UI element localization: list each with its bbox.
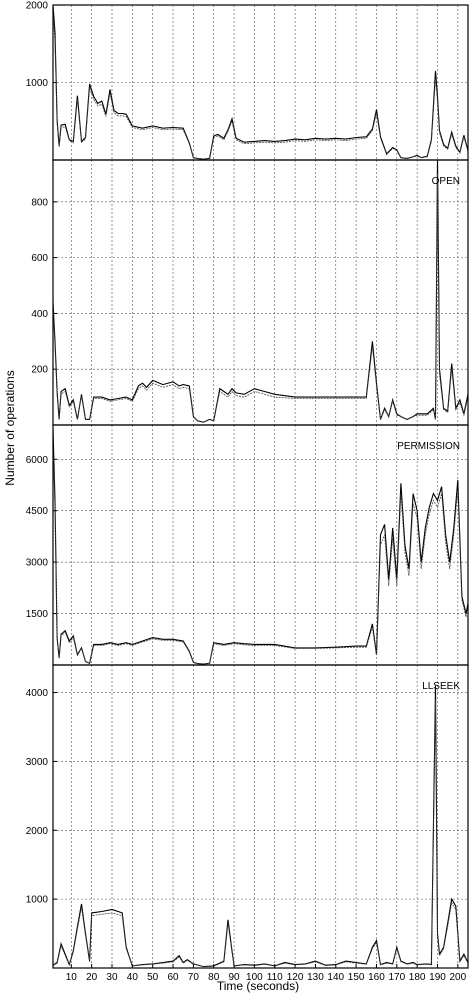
x-tick-label: 160 <box>368 972 385 983</box>
y-tick-label: 3000 <box>26 757 49 768</box>
chart-panel: 1500 3000 4500 6000 PERMISSION <box>26 424 469 666</box>
x-tick-label: 80 <box>208 972 220 983</box>
x-tick-label: 90 <box>228 972 240 983</box>
y-tick-label: 2000 <box>26 1 49 12</box>
y-tick-label: 400 <box>31 309 48 320</box>
panel-frame <box>52 424 469 666</box>
x-tick-label: 10 <box>66 972 78 983</box>
panel-title: LLSEEK <box>422 681 460 692</box>
series-line <box>53 428 468 665</box>
panel-title: PERMISSION <box>397 441 460 452</box>
y-tick-label: 200 <box>31 365 48 376</box>
x-tick-label: 190 <box>429 972 446 983</box>
x-tick-label: 180 <box>409 972 426 983</box>
chart-panel: 1000 2000 <box>26 1 469 161</box>
x-tick-label: 200 <box>449 972 466 983</box>
x-axis-label: Time (seconds) <box>217 979 299 993</box>
x-tick-label: 50 <box>147 972 159 983</box>
x-axis: 10 20 30 40 50 60 70 80 90 100 110 120 130 140 150 160 1… <box>66 964 467 983</box>
x-tick-label: 20 <box>86 972 98 983</box>
y-tick-label: 1500 <box>26 609 49 620</box>
series-line <box>53 160 468 423</box>
x-tick-label: 100 <box>246 972 263 983</box>
chart-panel: 200 400 600 800 OPEN <box>31 159 469 426</box>
x-tick-label: 170 <box>388 972 405 983</box>
y-tick-label: 600 <box>31 253 48 264</box>
series-line <box>53 699 468 968</box>
x-tick-label: 150 <box>348 972 365 983</box>
panel-title: OPEN <box>432 176 460 187</box>
x-tick-label: 70 <box>188 972 200 983</box>
y-tick-label: 6000 <box>26 455 49 466</box>
x-tick-label: 140 <box>327 972 344 983</box>
chart-panels: 1000 2000 200 400 600 800 OPEN 1500 3000 4500 6000… <box>26 1 469 983</box>
x-tick-label: 120 <box>287 972 304 983</box>
y-tick-label: 800 <box>31 197 48 208</box>
x-tick-label: 130 <box>307 972 324 983</box>
y-tick-label: 2000 <box>26 826 49 837</box>
y-tick-label: 4500 <box>26 506 49 517</box>
x-tick-label: 110 <box>267 972 283 983</box>
y-tick-label: 1000 <box>26 895 49 906</box>
y-tick-label: 1000 <box>26 78 49 89</box>
y-tick-label: 4000 <box>26 688 49 699</box>
y-tick-label: 3000 <box>26 558 49 569</box>
series-line <box>53 685 468 968</box>
x-tick-label: 60 <box>167 972 179 983</box>
series-line <box>53 173 468 423</box>
x-tick-label: 40 <box>127 972 139 983</box>
chart-panel: 1000 2000 3000 4000 LLSEEK <box>26 664 469 969</box>
x-tick-label: 30 <box>106 972 118 983</box>
series-line <box>53 5 468 160</box>
panel-frame <box>52 664 469 969</box>
series-line <box>53 442 468 665</box>
series-line <box>53 8 468 160</box>
panel-frame <box>52 159 469 426</box>
y-axis-label: Number of operations <box>3 370 17 485</box>
